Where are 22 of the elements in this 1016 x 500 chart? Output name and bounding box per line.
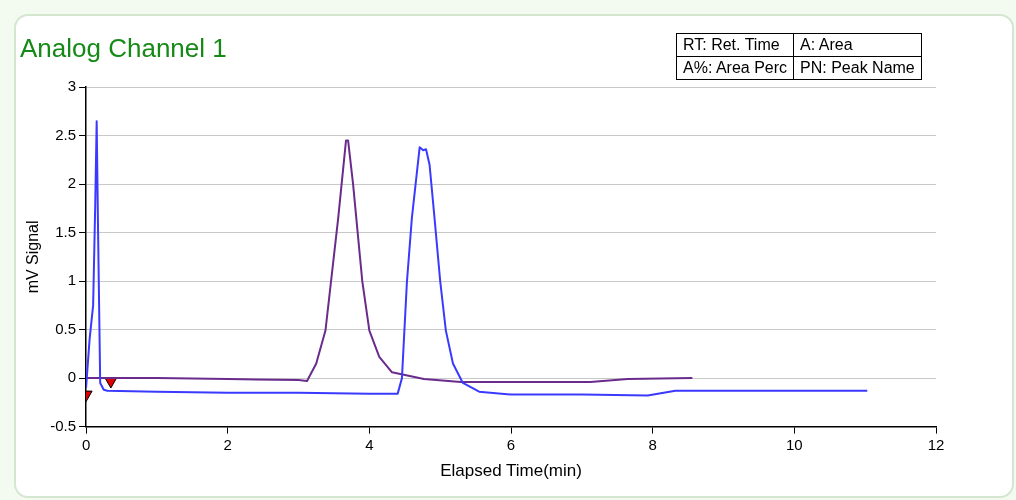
text: RT: Ret. Time — [676, 33, 794, 57]
chart-title: Analog Channel 1 — [20, 32, 227, 63]
text: PN: Peak Name — [793, 56, 922, 80]
x-tick-label: 6 — [506, 435, 516, 453]
x-tick-label: 12 — [927, 435, 945, 453]
x-tick-label: 4 — [365, 435, 374, 453]
x-axis-title: Elapsed Time(min) — [440, 461, 582, 481]
x-tick-label: 0 — [81, 435, 91, 453]
y-tick-label: 3 — [67, 77, 77, 95]
x-tick-label: 2 — [223, 435, 232, 453]
y-tick-label: 1 — [67, 271, 77, 289]
y-axis-title: mV Signal — [24, 220, 42, 294]
y-tick-label: 2.5 — [55, 125, 77, 143]
x-tick-label: 10 — [786, 435, 803, 453]
x-tick-label: 8 — [648, 435, 657, 453]
y-tick-label: 2 — [67, 174, 77, 192]
y-tick-label: 0.5 — [55, 319, 77, 337]
text: A: Area — [793, 33, 922, 57]
y-tick-label: -0.5 — [50, 416, 77, 434]
y-tick-label: 0 — [67, 368, 77, 386]
text: A%: Area Perc — [676, 56, 794, 80]
y-tick-label: 1.5 — [55, 222, 77, 240]
